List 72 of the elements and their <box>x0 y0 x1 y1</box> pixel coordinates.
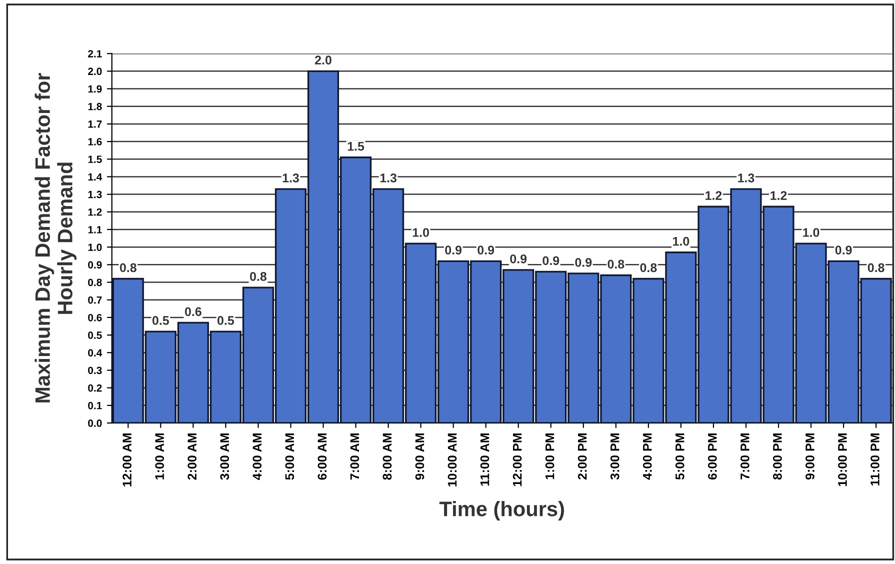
data-label: 0.9 <box>478 246 494 255</box>
x-tick-label: 9:00 PM <box>806 434 814 480</box>
y-tick-label: 0.9 <box>88 261 102 269</box>
y-axis-title: Maximum Day Demand Factor for Hourly Demand <box>34 73 77 402</box>
x-tick-label: 11:00 PM <box>870 434 880 486</box>
data-label: 1.5 <box>348 142 364 151</box>
y-tick-label: 0.5 <box>88 332 102 339</box>
data-label: 0.8 <box>640 263 657 272</box>
data-label: 0.8 <box>250 272 267 281</box>
data-label: 0.9 <box>510 254 527 264</box>
x-tick-label: 12:00 PM <box>512 434 522 486</box>
data-label: 1.3 <box>380 174 397 182</box>
x-tick-label: 2:00 PM <box>578 434 587 480</box>
x-tick-label: 1:00 AM <box>155 434 164 480</box>
x-tick-label: 11:00 AM <box>480 434 490 486</box>
data-label: 1.2 <box>770 191 787 200</box>
y-tick-label: 0.2 <box>88 384 102 392</box>
data-label: 0.9 <box>445 246 462 255</box>
data-label: 1.2 <box>706 191 722 200</box>
y-tick-label: 0.8 <box>88 278 102 286</box>
data-label: 0.8 <box>608 260 624 269</box>
data-label: 0.5 <box>217 316 234 325</box>
x-axis-title: Time (hours) <box>439 501 564 520</box>
x-tick-label: 10:00 PM <box>838 434 847 486</box>
x-tick-label: 8:00 AM <box>382 434 392 480</box>
data-label: 1.3 <box>738 174 754 182</box>
data-label: 1.0 <box>673 236 690 246</box>
x-tick-label: 1:00 PM <box>545 434 554 480</box>
data-label: 0.8 <box>120 263 136 272</box>
y-tick-label: 0.1 <box>88 402 102 410</box>
data-label: 0.5 <box>152 316 169 325</box>
data-label: 0.9 <box>575 258 592 267</box>
x-tick-label: 3:00 AM <box>220 434 230 480</box>
x-tick-label: 2:00 AM <box>188 434 197 480</box>
data-label: 1.0 <box>803 228 820 237</box>
y-tick-label: 0.6 <box>88 314 102 322</box>
x-tick-label: 3:00 PM <box>610 434 620 480</box>
y-tick-label: 1.0 <box>88 244 102 251</box>
y-tick-label: 0.7 <box>88 296 102 304</box>
y-tick-label: 0.3 <box>88 366 102 374</box>
x-tick-label: 4:00 AM <box>252 434 262 480</box>
x-tick-label: 10:00 AM <box>448 434 457 486</box>
x-tick-label: 7:00 PM <box>740 434 750 480</box>
data-label: 1.0 <box>412 228 429 237</box>
y-tick-label: 1.8 <box>88 102 102 110</box>
y-tick-label: 1.1 <box>88 226 102 234</box>
data-label: 2.0 <box>314 56 332 65</box>
data-label: 0.6 <box>184 307 202 316</box>
y-tick-label: 1.6 <box>88 138 102 146</box>
x-tick-label: 6:00 PM <box>708 434 717 480</box>
x-tick-label: 5:00 AM <box>285 434 294 480</box>
x-tick-label: 4:00 PM <box>642 434 652 480</box>
y-tick-label: 0.0 <box>88 420 102 427</box>
y-tick-label: 1.2 <box>88 208 102 216</box>
y-tick-label: 2.0 <box>88 68 102 76</box>
x-tick-label: 9:00 AM <box>415 434 424 480</box>
y-tick-label: 1.9 <box>88 85 102 93</box>
y-tick-label: 0.4 <box>88 349 102 357</box>
y-tick-label: 1.4 <box>88 173 102 180</box>
x-tick-label: 6:00 AM <box>318 434 327 480</box>
data-label: 0.9 <box>835 246 852 255</box>
x-tick-label: 7:00 AM <box>350 434 360 480</box>
y-tick-label: 2.1 <box>88 50 102 58</box>
data-label: 1.3 <box>282 174 299 182</box>
x-tick-label: 8:00 PM <box>773 434 782 480</box>
y-tick-label: 1.3 <box>88 190 102 198</box>
y-tick-label: 1.5 <box>88 156 102 164</box>
x-tick-label: 12:00 AM <box>122 434 132 486</box>
y-tick-label: 1.7 <box>88 120 102 128</box>
x-tick-label: 5:00 PM <box>675 434 684 480</box>
data-label: 0.9 <box>542 256 560 266</box>
data-label: 0.8 <box>868 263 884 272</box>
